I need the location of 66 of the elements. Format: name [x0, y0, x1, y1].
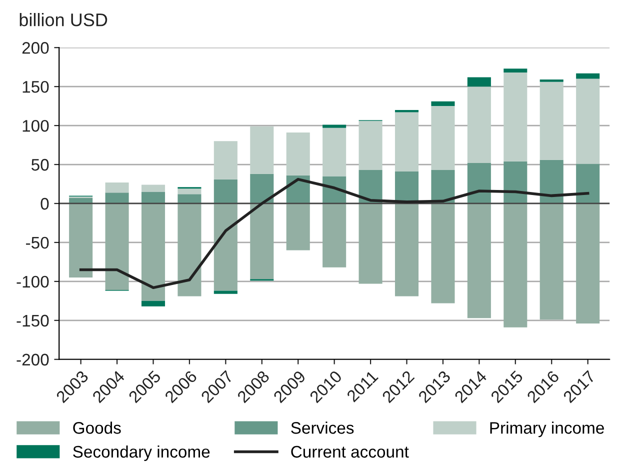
bar	[69, 203, 93, 278]
bar	[576, 78, 600, 164]
bar	[358, 170, 382, 204]
line-series	[79, 178, 590, 290]
bar	[358, 203, 382, 284]
bar	[467, 86, 491, 163]
bar	[540, 160, 564, 204]
legend-label: Services	[291, 422, 354, 434]
bar	[214, 141, 238, 180]
bar	[141, 300, 166, 306]
y-tick-label: -150	[16, 314, 49, 327]
legend-label: Current account	[291, 446, 409, 458]
legend-label: Primary income	[490, 422, 604, 438]
bar	[504, 72, 528, 162]
bar	[105, 182, 129, 193]
bar	[141, 203, 166, 301]
bar	[141, 184, 166, 192]
y-tick-label: -200	[16, 354, 49, 366]
bar	[178, 188, 202, 194]
bar	[394, 110, 419, 112]
bar	[286, 203, 310, 250]
y-tick-label: -100	[16, 276, 49, 288]
bar	[431, 170, 455, 204]
bar	[69, 198, 93, 204]
bar	[214, 290, 238, 294]
bar	[322, 203, 346, 268]
bar	[322, 128, 346, 176]
bar	[431, 203, 455, 304]
y-tick-label: -50	[26, 236, 49, 249]
bar	[467, 77, 491, 87]
bar	[178, 194, 202, 204]
bar	[250, 174, 274, 204]
bar	[467, 162, 491, 204]
bar	[504, 203, 528, 328]
bar	[576, 203, 600, 324]
bar	[431, 106, 455, 170]
bar	[178, 203, 202, 296]
bar	[105, 203, 129, 290]
y-tick-label: 100	[22, 120, 49, 132]
bar	[394, 203, 419, 296]
bar	[576, 164, 600, 204]
y-tick-label: 200	[22, 42, 49, 54]
y-tick-label: 0	[40, 198, 49, 210]
bar	[576, 73, 600, 79]
y-tick-label: 50	[32, 158, 49, 171]
bar	[358, 120, 382, 170]
bar	[214, 203, 238, 291]
legend-label: Secondary income	[73, 445, 210, 461]
bar	[322, 124, 346, 128]
bar	[540, 203, 564, 320]
bar	[214, 179, 238, 204]
bar	[504, 68, 528, 73]
bar	[394, 112, 419, 172]
bar	[250, 203, 274, 280]
bar	[105, 192, 129, 204]
bar	[286, 132, 310, 176]
bar	[141, 192, 166, 204]
bar	[250, 126, 274, 174]
bar	[467, 203, 491, 318]
bar	[540, 82, 564, 160]
y-axis-title: billion USD	[20, 13, 108, 26]
y-tick-label: 150	[22, 80, 49, 93]
bar	[431, 101, 455, 106]
bar	[394, 172, 419, 204]
legend-label: Goods	[73, 422, 121, 434]
bar	[504, 161, 528, 204]
